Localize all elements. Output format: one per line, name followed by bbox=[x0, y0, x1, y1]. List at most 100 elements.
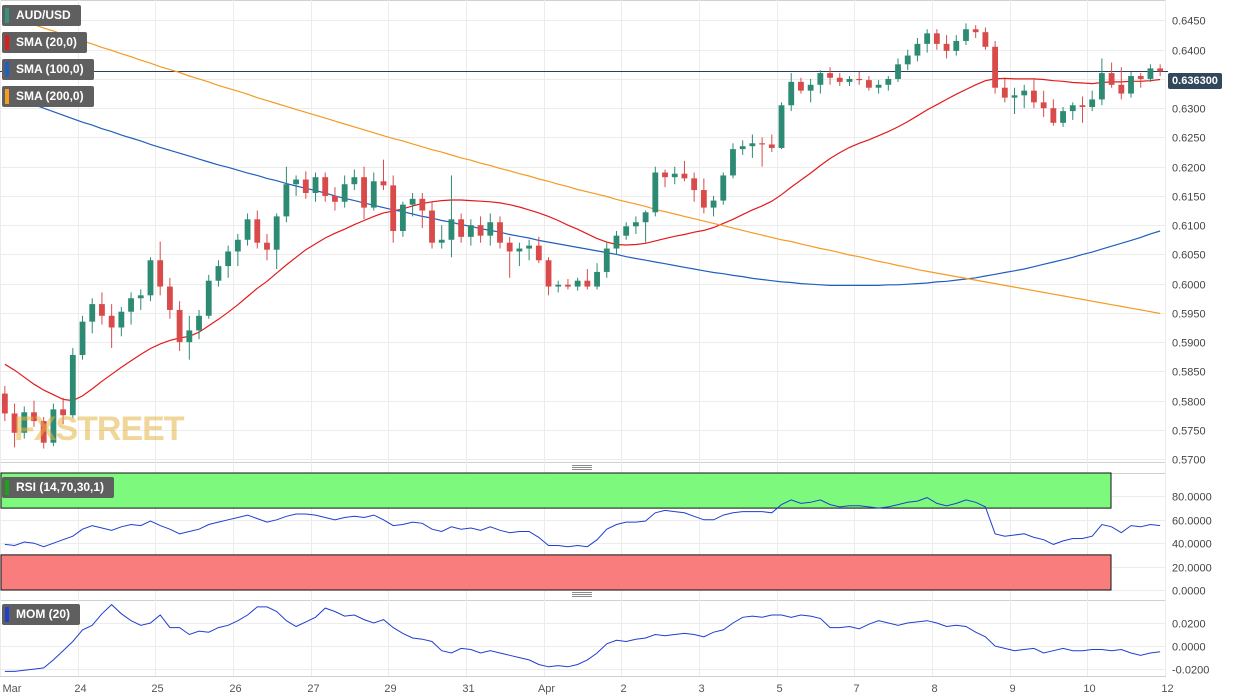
candle-body bbox=[865, 80, 872, 88]
candle-bullish bbox=[234, 233, 241, 267]
candle-body bbox=[603, 248, 610, 272]
candle-bullish bbox=[603, 242, 610, 278]
candle-body bbox=[225, 251, 232, 267]
candle-body bbox=[720, 175, 727, 201]
candle-bearish bbox=[497, 216, 503, 249]
candle-body bbox=[390, 185, 397, 231]
candle-bullish bbox=[1011, 87, 1018, 115]
rsi-y-tick-label: 0.0000 bbox=[1172, 586, 1206, 598]
candle-body bbox=[1060, 111, 1066, 123]
candle-body bbox=[341, 184, 348, 202]
candle-bullish bbox=[594, 263, 600, 290]
candle-body bbox=[60, 409, 67, 416]
sma100-label: SMA (100,0) bbox=[16, 62, 84, 76]
candle-bearish bbox=[1079, 96, 1086, 123]
sma20-line bbox=[4, 77, 1161, 402]
symbol-badge[interactable]: AUD/USD bbox=[2, 5, 81, 26]
candle-body bbox=[749, 143, 756, 147]
candle-body bbox=[176, 309, 183, 343]
candle-body bbox=[419, 198, 426, 211]
legend-sma200[interactable]: SMA (200,0) bbox=[2, 86, 94, 107]
candle-body bbox=[166, 286, 173, 310]
candle-body bbox=[108, 315, 115, 328]
candle-bullish bbox=[1089, 90, 1096, 112]
candle-body bbox=[69, 354, 76, 416]
candle-body bbox=[332, 195, 338, 202]
candle-body bbox=[157, 260, 164, 287]
candle-body bbox=[477, 225, 484, 236]
legend-sma100[interactable]: SMA (100,0) bbox=[2, 59, 94, 80]
candle-bearish bbox=[856, 71, 863, 85]
candle-bearish bbox=[1, 385, 8, 422]
candle-body bbox=[807, 84, 814, 91]
candle-bullish bbox=[215, 260, 222, 287]
candle-body bbox=[700, 190, 707, 208]
main-y-tick-label: 0.5750 bbox=[1172, 426, 1206, 438]
x-tick-label: 25 bbox=[151, 683, 163, 695]
candle-bearish bbox=[584, 269, 591, 290]
sma200-line bbox=[4, 14, 1161, 315]
candle-bearish bbox=[380, 159, 387, 191]
candle-body bbox=[254, 219, 261, 243]
candle-body bbox=[1089, 99, 1096, 108]
legend-rsi[interactable]: RSI (14,70,30,1) bbox=[2, 477, 115, 498]
candle-bullish bbox=[924, 29, 931, 53]
candle-bullish bbox=[574, 277, 581, 291]
pane-splitter-main[interactable] bbox=[572, 465, 592, 470]
candle-bearish bbox=[681, 160, 688, 182]
rsi-panel bbox=[0, 472, 1161, 591]
legend-mom[interactable]: MOM (20) bbox=[2, 604, 80, 625]
candle-body bbox=[613, 235, 620, 249]
candle-body bbox=[497, 222, 503, 243]
pane-splitter-rsi[interactable] bbox=[572, 592, 592, 597]
candle-bearish bbox=[982, 27, 989, 50]
candle-body bbox=[642, 212, 649, 223]
candle-body bbox=[594, 271, 600, 287]
candle-bearish bbox=[836, 73, 843, 86]
candle-bullish bbox=[788, 73, 795, 112]
candle-bullish bbox=[293, 175, 300, 196]
candle-body bbox=[963, 29, 969, 41]
candle-body bbox=[361, 177, 367, 208]
rsi-y-tick-label: 60.0000 bbox=[1172, 516, 1212, 528]
candle-bullish bbox=[739, 140, 746, 155]
mom-line bbox=[4, 603, 1161, 672]
candle-body bbox=[759, 143, 766, 145]
candle-bearish bbox=[11, 403, 18, 448]
x-tick-label: 7 bbox=[853, 683, 859, 695]
candle-body bbox=[438, 239, 445, 243]
candle-bullish bbox=[1098, 58, 1105, 106]
candle-bullish bbox=[205, 274, 212, 319]
candle-body bbox=[730, 149, 736, 176]
candle-bullish bbox=[351, 169, 358, 191]
candle-bullish bbox=[1060, 107, 1066, 127]
candle-bearish bbox=[992, 40, 999, 94]
candle-body bbox=[652, 172, 659, 213]
candle-body bbox=[875, 84, 882, 88]
main-y-tick-label: 0.5950 bbox=[1172, 309, 1206, 321]
candle-bullish bbox=[613, 231, 620, 255]
candle-body bbox=[487, 222, 494, 236]
candle-bullish bbox=[79, 315, 86, 360]
candlesticks bbox=[1, 23, 1164, 449]
candle-body bbox=[506, 242, 513, 252]
candle-body bbox=[565, 284, 571, 287]
candle-body bbox=[710, 200, 717, 208]
candle-bullish bbox=[370, 172, 377, 211]
mom-label: MOM (20) bbox=[16, 607, 70, 621]
candle-body bbox=[836, 77, 843, 82]
candle-bearish bbox=[1050, 99, 1057, 126]
x-tick-label: Mar bbox=[3, 683, 22, 695]
candle-body bbox=[1137, 76, 1144, 79]
candle-body bbox=[409, 198, 416, 205]
candle-bullish bbox=[963, 23, 969, 46]
candle-body bbox=[846, 78, 853, 82]
candle-bullish bbox=[516, 242, 523, 267]
legend-sma20[interactable]: SMA (20,0) bbox=[2, 32, 87, 53]
sma200-swatch-icon bbox=[5, 89, 9, 104]
candle-bullish bbox=[817, 70, 824, 94]
candle-bearish bbox=[759, 137, 766, 167]
candle-bullish bbox=[846, 76, 853, 86]
candle-bearish bbox=[1040, 90, 1047, 117]
